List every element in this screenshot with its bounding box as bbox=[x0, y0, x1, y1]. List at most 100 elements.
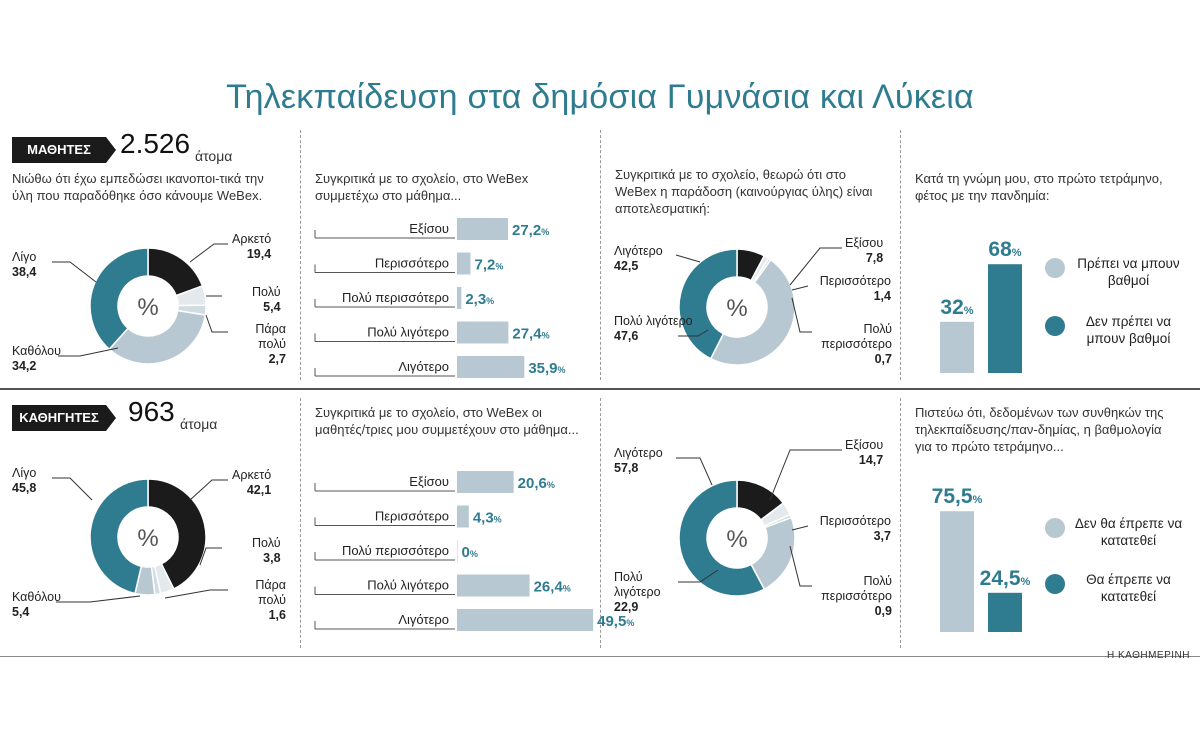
bar bbox=[457, 471, 514, 493]
bar bbox=[457, 574, 530, 597]
legend-dot-icon bbox=[1045, 258, 1065, 278]
bar bbox=[457, 356, 525, 378]
bar-value-label: 24,5% bbox=[980, 567, 1031, 590]
legend-text: Θα έπρεπε να κατατεθεί bbox=[1086, 572, 1171, 604]
infographic-title: Τηλεκπαίδευση στα δημόσια Γυμνάσια και Λ… bbox=[226, 78, 974, 116]
donut-slice bbox=[709, 258, 796, 366]
column-divider bbox=[300, 130, 302, 380]
bar-category-label: Περισσότερο bbox=[375, 509, 449, 524]
bar-value-unit: % bbox=[626, 618, 634, 628]
legend-text: Πρέπει να μπουν βαθμοί bbox=[1077, 256, 1180, 288]
bar-value-label: 20,6% bbox=[518, 475, 555, 492]
leader-line bbox=[189, 243, 228, 263]
leader-line bbox=[791, 297, 812, 333]
slice-label: Πάρα πολύ 2,7 bbox=[255, 322, 286, 366]
slice-label: Πάρα πολύ 1,6 bbox=[255, 578, 286, 622]
bar-category-label: Λιγότερο bbox=[398, 359, 449, 374]
source-credit: Η ΚΑΘΗΜΕΡΙΝΗ bbox=[1106, 650, 1190, 661]
bar-value-unit: % bbox=[495, 262, 503, 272]
donut-slice bbox=[89, 247, 149, 351]
donut-slice bbox=[108, 309, 207, 365]
bar-value-unit: % bbox=[541, 227, 549, 237]
bar-category-label: Πολύ περισσότερο bbox=[342, 543, 449, 558]
bar-value-unit: % bbox=[470, 549, 478, 559]
bar bbox=[457, 540, 458, 562]
slice-label: Εξίσου 7,8 bbox=[845, 236, 884, 265]
donut-center-label: % bbox=[137, 525, 158, 552]
leader-line bbox=[678, 329, 709, 337]
bar-value-label: 7,2% bbox=[475, 257, 504, 274]
bar-value-label: 75,5% bbox=[932, 485, 983, 508]
legend-dot-icon bbox=[1045, 518, 1065, 538]
donut-center-label: % bbox=[726, 526, 747, 553]
slice-label: Αρκετό 19,4 bbox=[232, 232, 272, 261]
column-divider bbox=[600, 398, 602, 648]
leader-line bbox=[676, 457, 713, 486]
bar-value-label: 35,9% bbox=[528, 360, 565, 377]
group-tag-teachers: ΚΑΘΗΓΗΤΕΣ bbox=[12, 405, 106, 431]
bar bbox=[988, 264, 1022, 373]
leader-line bbox=[164, 589, 228, 599]
bar-category-label: Πολύ λιγότερο bbox=[367, 325, 449, 340]
column-divider bbox=[300, 398, 302, 648]
donut-center-label: % bbox=[726, 295, 747, 322]
leader-line bbox=[789, 247, 842, 286]
bar bbox=[457, 609, 594, 631]
bar-value-label: 26,4% bbox=[534, 579, 571, 596]
group-count-teachers: 963 bbox=[128, 396, 175, 427]
bar-value-label: 68% bbox=[988, 238, 1021, 261]
leader-line bbox=[791, 285, 809, 291]
bar-value-unit: % bbox=[494, 515, 502, 525]
slice-label: Πολύ 3,8 bbox=[252, 536, 281, 565]
leader-line bbox=[205, 314, 228, 333]
bar-value-label: 4,3% bbox=[473, 510, 502, 527]
slice-label: Περισσότερο 1,4 bbox=[819, 274, 891, 303]
donut-slice bbox=[678, 479, 766, 597]
leader-line bbox=[58, 347, 119, 357]
group-count-students: 2.526 bbox=[120, 128, 191, 159]
bar bbox=[457, 218, 508, 240]
leader-line bbox=[791, 525, 809, 531]
leader-line bbox=[789, 545, 812, 587]
slice-label: Περισσότερο 3,7 bbox=[819, 514, 891, 543]
bar-value-unit: % bbox=[1012, 247, 1022, 259]
bar-value-label: 49,5% bbox=[597, 613, 634, 630]
donut-slice bbox=[147, 478, 207, 590]
question-text: Συγκριτικά με το σχολείο, θεωρώ ότι στο … bbox=[615, 167, 873, 216]
bar-category-label: Πολύ περισσότερο bbox=[342, 290, 449, 305]
leader-line bbox=[52, 477, 93, 501]
leader-line bbox=[52, 261, 97, 283]
bar-value-unit: % bbox=[563, 584, 571, 594]
question-text: Συγκριτικά με το σχολείο, στο WeBex συμμ… bbox=[315, 171, 529, 203]
column-divider bbox=[900, 130, 902, 380]
question-text: Πιστεύω ότι, δεδομένων των συνθηκών της … bbox=[915, 405, 1164, 454]
legend-dot-icon bbox=[1045, 316, 1065, 336]
group-unit-teachers: άτομα bbox=[180, 416, 218, 432]
column-divider bbox=[900, 398, 902, 648]
bar bbox=[457, 505, 469, 528]
bar-value-unit: % bbox=[964, 305, 974, 317]
legend-dot-icon bbox=[1045, 574, 1065, 594]
donut-slice bbox=[678, 248, 738, 360]
leader-line bbox=[678, 569, 719, 583]
slice-label: Πολύ 5,4 bbox=[252, 285, 281, 314]
slice-label: Καθόλου 5,4 bbox=[12, 590, 61, 619]
slice-label: Λιγότερο 42,5 bbox=[614, 244, 663, 273]
leader-line bbox=[56, 595, 141, 603]
question-text: Κατά τη γνώμη μου, στο πρώτο τετράμηνο, … bbox=[915, 171, 1163, 203]
column-divider bbox=[600, 130, 602, 380]
bar-value-label: 2,3% bbox=[465, 291, 494, 308]
bar-category-label: Περισσότερο bbox=[375, 256, 449, 271]
bar bbox=[457, 287, 462, 309]
bar-value-label: 32% bbox=[940, 296, 973, 319]
slice-label: Λίγο 38,4 bbox=[12, 250, 37, 279]
slice-label: Λιγότερο 57,8 bbox=[614, 446, 663, 475]
donut-slice bbox=[89, 478, 149, 595]
bar-value-label: 0% bbox=[462, 544, 478, 561]
tag-arrow-icon bbox=[106, 137, 116, 163]
bar-value-unit: % bbox=[973, 494, 983, 506]
group-unit-students: άτομα bbox=[195, 148, 233, 164]
slice-label: Λίγο 45,8 bbox=[12, 466, 37, 495]
slice-label: Πολύ περισσότερο 0,7 bbox=[821, 322, 892, 366]
section-divider bbox=[0, 388, 1200, 390]
